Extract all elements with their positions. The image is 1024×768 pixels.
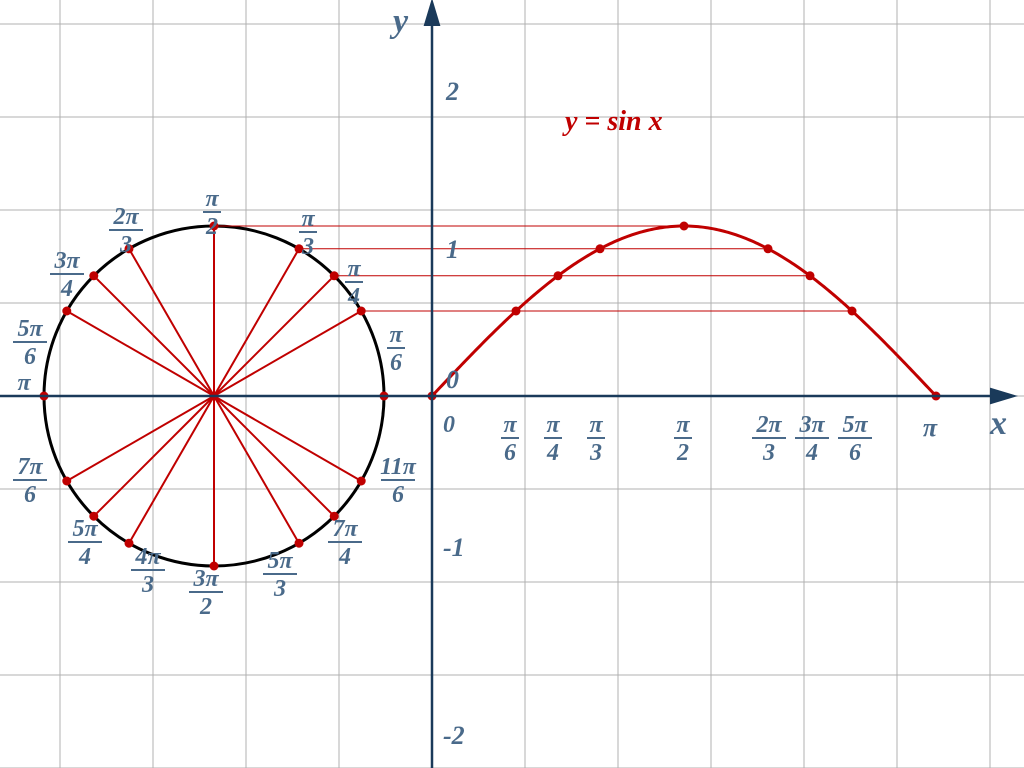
svg-text:1: 1	[446, 235, 459, 264]
svg-text:π: π	[205, 186, 219, 212]
svg-text:3: 3	[589, 440, 602, 466]
svg-text:4π: 4π	[134, 544, 161, 570]
svg-text:π: π	[347, 256, 361, 282]
svg-text:-2: -2	[443, 721, 465, 750]
svg-text:2: 2	[205, 214, 218, 240]
y-axis-label: y	[389, 3, 409, 40]
svg-text:11π: 11π	[380, 454, 417, 480]
x-axis-label: x	[989, 405, 1007, 442]
svg-text:2: 2	[199, 594, 212, 620]
svg-text:3: 3	[273, 576, 286, 602]
function-label: y = sin x	[562, 106, 663, 137]
svg-text:4: 4	[338, 544, 351, 570]
svg-text:π: π	[17, 370, 31, 396]
svg-text:3: 3	[301, 234, 314, 260]
svg-text:6: 6	[504, 440, 516, 466]
svg-text:2: 2	[676, 440, 689, 466]
svg-text:3π: 3π	[798, 412, 825, 438]
svg-text:6: 6	[849, 440, 861, 466]
svg-text:0: 0	[446, 365, 459, 394]
chart-canvas: xy210-1-20π6π4π3π22π33π45π6ππ6π4π3π22π33…	[0, 0, 1024, 768]
svg-text:6: 6	[390, 350, 402, 376]
svg-text:7π: 7π	[332, 516, 358, 542]
svg-text:4: 4	[78, 544, 91, 570]
svg-text:π: π	[503, 412, 517, 438]
grid	[0, 0, 1024, 768]
svg-text:6: 6	[24, 344, 36, 370]
svg-text:2π: 2π	[112, 204, 139, 230]
svg-text:4: 4	[60, 276, 73, 302]
svg-text:3π: 3π	[192, 566, 219, 592]
svg-text:3: 3	[141, 572, 154, 598]
svg-text:3: 3	[119, 232, 132, 258]
svg-text:0: 0	[443, 412, 455, 438]
svg-text:7π: 7π	[17, 454, 43, 480]
svg-text:5π: 5π	[267, 548, 293, 574]
svg-text:5π: 5π	[842, 412, 868, 438]
svg-text:π: π	[301, 206, 315, 232]
svg-text:π: π	[923, 413, 938, 442]
svg-text:5π: 5π	[72, 516, 98, 542]
svg-text:5π: 5π	[17, 316, 43, 342]
svg-text:4: 4	[347, 284, 360, 310]
svg-text:2: 2	[445, 77, 459, 106]
svg-text:π: π	[546, 412, 560, 438]
svg-text:π: π	[389, 322, 403, 348]
svg-text:2π: 2π	[755, 412, 782, 438]
svg-text:-1: -1	[443, 533, 465, 562]
svg-text:π: π	[589, 412, 603, 438]
svg-text:3π: 3π	[53, 248, 80, 274]
svg-text:3: 3	[762, 440, 775, 466]
svg-text:6: 6	[392, 482, 404, 508]
svg-text:4: 4	[805, 440, 818, 466]
svg-text:π: π	[676, 412, 690, 438]
svg-text:6: 6	[24, 482, 36, 508]
svg-text:4: 4	[546, 440, 559, 466]
